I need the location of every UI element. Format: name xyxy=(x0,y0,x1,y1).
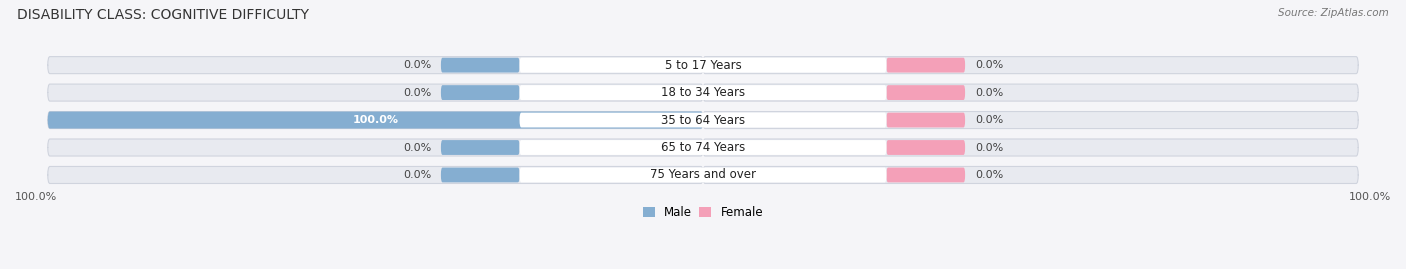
FancyBboxPatch shape xyxy=(441,168,520,182)
FancyBboxPatch shape xyxy=(48,56,703,74)
Text: 100.0%: 100.0% xyxy=(1348,192,1391,202)
Text: 0.0%: 0.0% xyxy=(974,60,1002,70)
Legend: Male, Female: Male, Female xyxy=(643,206,763,219)
Text: 75 Years and over: 75 Years and over xyxy=(650,168,756,182)
Text: 0.0%: 0.0% xyxy=(974,170,1002,180)
FancyBboxPatch shape xyxy=(48,112,703,129)
FancyBboxPatch shape xyxy=(703,84,1358,101)
FancyBboxPatch shape xyxy=(703,112,1358,129)
FancyBboxPatch shape xyxy=(520,85,886,100)
FancyBboxPatch shape xyxy=(520,140,886,155)
FancyBboxPatch shape xyxy=(886,168,965,182)
FancyBboxPatch shape xyxy=(48,167,703,183)
FancyBboxPatch shape xyxy=(441,140,520,155)
FancyBboxPatch shape xyxy=(886,85,965,100)
FancyBboxPatch shape xyxy=(48,84,703,101)
Text: 0.0%: 0.0% xyxy=(974,143,1002,153)
FancyBboxPatch shape xyxy=(520,113,886,128)
Text: DISABILITY CLASS: COGNITIVE DIFFICULTY: DISABILITY CLASS: COGNITIVE DIFFICULTY xyxy=(17,8,309,22)
Text: 5 to 17 Years: 5 to 17 Years xyxy=(665,59,741,72)
FancyBboxPatch shape xyxy=(520,168,886,182)
Text: 0.0%: 0.0% xyxy=(404,170,432,180)
Text: 100.0%: 100.0% xyxy=(353,115,398,125)
FancyBboxPatch shape xyxy=(886,140,965,155)
Text: 0.0%: 0.0% xyxy=(404,60,432,70)
FancyBboxPatch shape xyxy=(703,139,1358,156)
FancyBboxPatch shape xyxy=(703,167,1358,183)
FancyBboxPatch shape xyxy=(441,58,520,73)
Text: 65 to 74 Years: 65 to 74 Years xyxy=(661,141,745,154)
Text: 0.0%: 0.0% xyxy=(404,143,432,153)
Text: Source: ZipAtlas.com: Source: ZipAtlas.com xyxy=(1278,8,1389,18)
Text: 100.0%: 100.0% xyxy=(15,192,58,202)
Text: 0.0%: 0.0% xyxy=(974,115,1002,125)
Text: 18 to 34 Years: 18 to 34 Years xyxy=(661,86,745,99)
FancyBboxPatch shape xyxy=(48,112,703,129)
FancyBboxPatch shape xyxy=(441,85,520,100)
Text: 0.0%: 0.0% xyxy=(404,88,432,98)
FancyBboxPatch shape xyxy=(48,139,703,156)
Text: 0.0%: 0.0% xyxy=(974,88,1002,98)
FancyBboxPatch shape xyxy=(886,113,965,128)
FancyBboxPatch shape xyxy=(520,58,886,73)
Text: 35 to 64 Years: 35 to 64 Years xyxy=(661,114,745,126)
FancyBboxPatch shape xyxy=(703,56,1358,74)
FancyBboxPatch shape xyxy=(886,58,965,73)
